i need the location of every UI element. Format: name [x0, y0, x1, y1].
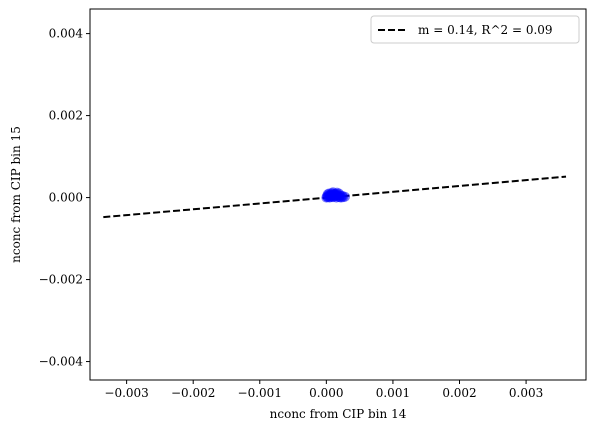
- y-axis-label: nconc from CIP bin 15: [9, 126, 23, 263]
- x-tick-label: −0.003: [104, 386, 148, 400]
- plot-frame: [89, 8, 587, 381]
- x-tick-label: 0.001: [376, 386, 410, 400]
- y-tick-label: −0.002: [39, 273, 83, 287]
- scatter-points-layer: [321, 187, 350, 203]
- x-axis-ticks: −0.003 −0.002 −0.001 0.000 0.001 0.002 0.003: [104, 380, 543, 400]
- x-axis-label: nconc from CIP bin 14: [270, 407, 407, 421]
- x-tick-label: −0.002: [171, 386, 215, 400]
- y-axis-ticks: −0.004 −0.002 0.000 0.002 0.004: [39, 27, 90, 369]
- y-tick-label: 0.000: [49, 191, 83, 205]
- x-tick-label: 0.002: [442, 386, 476, 400]
- legend: m = 0.14, R^2 = 0.09: [370, 15, 580, 44]
- scatter-point: [329, 190, 340, 201]
- y-tick-label: 0.004: [49, 27, 84, 41]
- x-tick-label: −0.001: [238, 386, 282, 400]
- x-tick-label: 0.000: [309, 386, 343, 400]
- y-tick-label: −0.004: [39, 355, 84, 369]
- x-tick-label: 0.003: [509, 386, 543, 400]
- legend-box: [370, 15, 580, 44]
- y-tick-label: 0.002: [49, 109, 83, 123]
- scatter-point: [339, 191, 350, 202]
- legend-entry-fit-line: m = 0.14, R^2 = 0.09: [418, 23, 553, 37]
